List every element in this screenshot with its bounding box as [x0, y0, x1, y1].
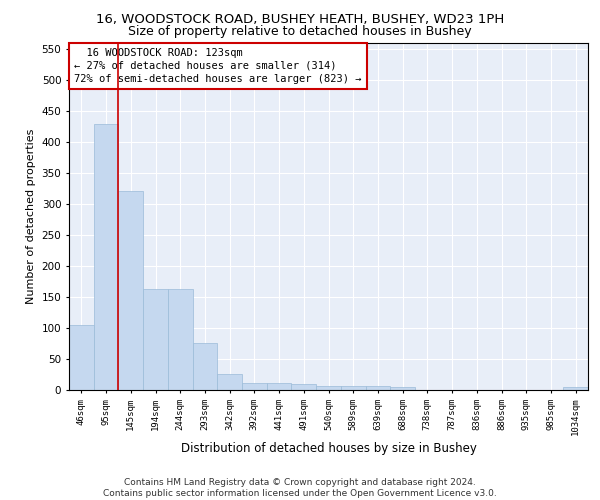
Bar — [316, 386, 341, 390]
Bar — [563, 387, 588, 390]
Text: 16 WOODSTOCK ROAD: 123sqm  
← 27% of detached houses are smaller (314)
72% of se: 16 WOODSTOCK ROAD: 123sqm ← 27% of detac… — [74, 48, 362, 84]
Bar — [69, 325, 94, 390]
Bar — [267, 382, 292, 390]
Text: 16, WOODSTOCK ROAD, BUSHEY HEATH, BUSHEY, WD23 1PH: 16, WOODSTOCK ROAD, BUSHEY HEATH, BUSHEY… — [96, 12, 504, 26]
Bar — [341, 386, 365, 390]
Bar — [242, 382, 267, 390]
Bar — [94, 124, 118, 390]
Bar — [217, 374, 242, 390]
Bar — [143, 289, 168, 390]
Bar — [292, 384, 316, 390]
Bar — [168, 289, 193, 390]
Bar — [390, 387, 415, 390]
Y-axis label: Number of detached properties: Number of detached properties — [26, 128, 36, 304]
Bar — [118, 192, 143, 390]
X-axis label: Distribution of detached houses by size in Bushey: Distribution of detached houses by size … — [181, 442, 476, 455]
Bar — [193, 344, 217, 390]
Text: Size of property relative to detached houses in Bushey: Size of property relative to detached ho… — [128, 25, 472, 38]
Text: Contains HM Land Registry data © Crown copyright and database right 2024.
Contai: Contains HM Land Registry data © Crown c… — [103, 478, 497, 498]
Bar — [365, 386, 390, 390]
